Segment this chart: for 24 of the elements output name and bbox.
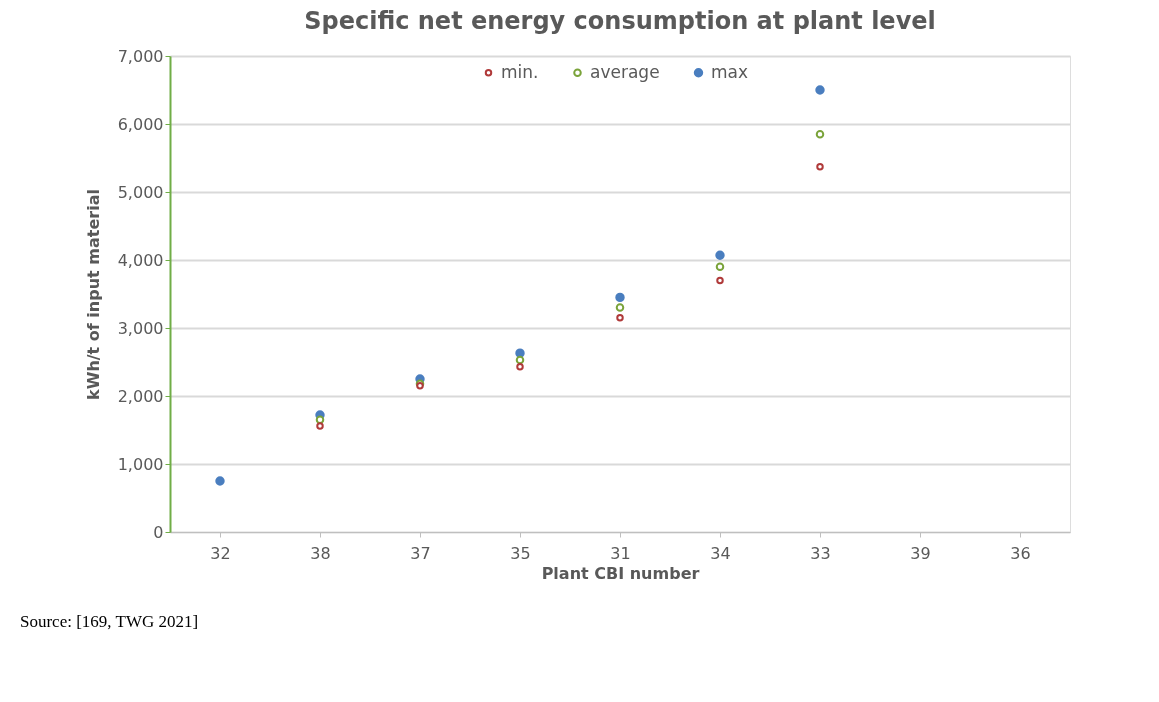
chart-title: Specific net energy consumption at plant level: [304, 7, 936, 35]
y-tick-label: 4,000: [117, 250, 164, 270]
y-tick-label: 2,000: [117, 386, 164, 406]
x-tick-label: 33: [810, 543, 831, 563]
x-tick-label: 31: [610, 543, 631, 563]
y-tick-label: 6,000: [117, 114, 164, 134]
x-tick-label: 36: [1010, 543, 1031, 563]
x-tick-label: 35: [510, 543, 531, 563]
source-note: Source: [169, TWG 2021]: [20, 612, 199, 631]
y-axis-title: kWh/t of input material: [83, 189, 103, 400]
y-tick-label: 7,000: [117, 46, 164, 66]
legend-label: max: [711, 61, 749, 82]
x-tick-label: 34: [710, 543, 731, 563]
y-tick-label: 1,000: [117, 454, 164, 474]
y-tick-label: 3,000: [117, 318, 164, 338]
legend-label: min.: [501, 61, 539, 82]
x-tick-label: 39: [910, 543, 931, 563]
x-axis-title: Plant CBI number: [541, 563, 700, 583]
y-tick-label: 0: [153, 522, 164, 542]
x-tick-label: 37: [410, 543, 431, 563]
legend-label: average: [590, 61, 660, 82]
y-tick-label: 5,000: [117, 182, 164, 202]
x-tick-label: 32: [210, 543, 231, 563]
x-tick-label: 38: [310, 543, 331, 563]
